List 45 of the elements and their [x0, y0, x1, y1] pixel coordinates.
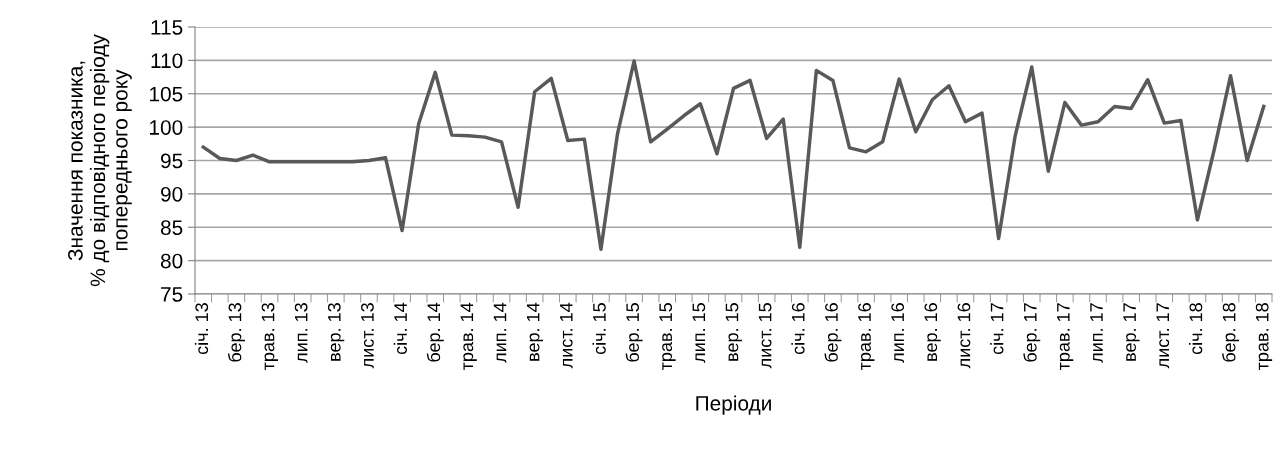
x-tick-label: бер. 15 [625, 303, 643, 362]
x-tick-label: лип. 16 [891, 303, 905, 363]
x-axis-title: Періоди [696, 395, 771, 415]
y-tick-label: 110 [151, 53, 183, 69]
x-tick-label: лист. 16 [957, 303, 971, 369]
x-tick-label: січ. 16 [791, 303, 805, 355]
x-tick-label: січ. 14 [393, 302, 407, 355]
x-tick-label: трав. 17 [1057, 303, 1074, 371]
y-tick-label: 105 [150, 86, 183, 102]
y-tick-label: 75 [161, 287, 183, 302]
x-tick-label: бер. 16 [824, 303, 842, 362]
x-tick-label: трав. 13 [261, 303, 278, 371]
y-tick-label: 80 [160, 253, 183, 269]
x-tick-label: трав. 18 [1255, 303, 1273, 371]
x-tick-label: вер. 16 [924, 303, 941, 361]
x-tick-label: бер. 18 [1222, 303, 1240, 362]
x-tick-label: трав. 14 [460, 302, 477, 371]
x-tick-label: вер. 17 [1123, 303, 1140, 361]
y-axis-title: Значення показника, % до відповідного періоду попереднього року [68, 34, 132, 287]
y-tick-label: 90 [161, 186, 183, 202]
x-tick-label: січ. 15 [592, 303, 606, 355]
x-tick-label: лип. 13 [294, 303, 308, 363]
x-tick-label: лип. 17 [1090, 303, 1103, 363]
x-tick-label: трав. 15 [659, 303, 676, 371]
x-tick-label: січ. 18 [1189, 303, 1203, 355]
x-tick-label: бер. 17 [1023, 303, 1041, 362]
x-tick-label: лип. 15 [692, 303, 706, 363]
x-tick-label: бер. 13 [227, 303, 245, 362]
x-tick-label: лист. 13 [361, 303, 374, 369]
x-tick-label: лип. 14 [493, 302, 507, 363]
x-tick-label: вер. 15 [725, 303, 742, 361]
y-tick-label: 85 [160, 220, 183, 235]
x-tick-label: вер. 14 [526, 302, 544, 361]
x-tick-label: бер. 14 [426, 302, 444, 362]
y-tick-label: 100 [150, 120, 183, 135]
x-tick-label: січ. 17 [990, 303, 1004, 355]
y-tick-label: 115 [151, 20, 183, 35]
x-tick-label: лист. 15 [758, 303, 772, 369]
x-tick-label: вер. 13 [327, 303, 345, 361]
y-tick-label: 95 [161, 153, 183, 169]
x-tick-label: лист. 17 [1156, 303, 1170, 369]
x-tick-label: лист. 14 [560, 302, 573, 369]
x-tick-label: трав. 16 [858, 303, 875, 371]
x-tick-label: січ. 13 [194, 303, 209, 355]
line-series [201, 59, 1266, 252]
